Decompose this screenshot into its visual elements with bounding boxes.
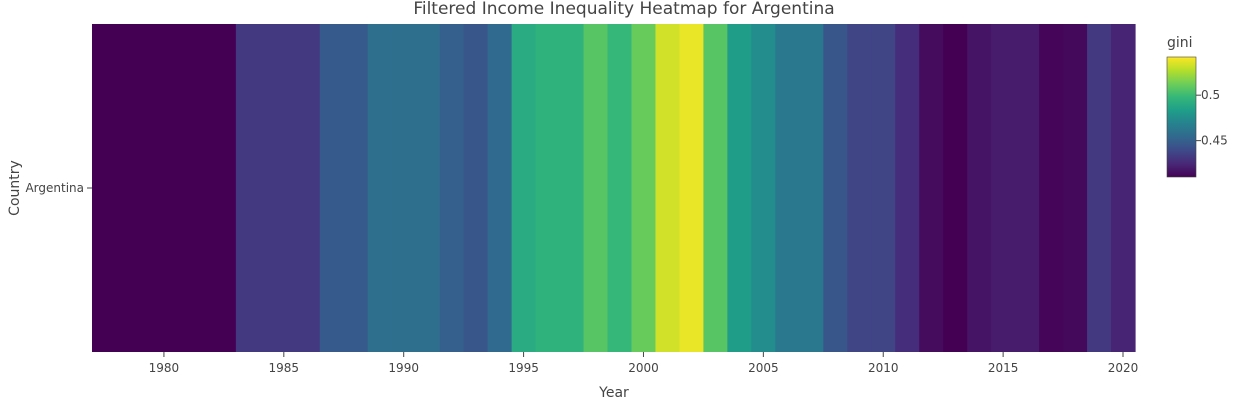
heatmap-cell-1996	[535, 24, 561, 352]
heatmap-cell-2004	[727, 24, 752, 352]
heatmap-cell-2012	[919, 24, 944, 352]
x-tick-label-2005: 2005	[748, 361, 779, 375]
heatmap-cell-2000	[631, 24, 657, 352]
heatmap-cells	[92, 24, 1136, 352]
heatmap-cell-2009	[847, 24, 872, 352]
heatmap-cell-2018	[1063, 24, 1088, 352]
heatmap-cell-1991	[415, 24, 441, 352]
heatmap-cell-1999	[607, 24, 633, 352]
heatmap-cell-2016	[1015, 24, 1040, 352]
x-tick-label-2015: 2015	[988, 361, 1019, 375]
colorbar-tick-label-1: 0.5	[1201, 88, 1220, 102]
heatmap-cell-1987	[319, 24, 345, 352]
heatmap-cell-1998	[583, 24, 609, 352]
chart-title: Filtered Income Inequality Heatmap for A…	[413, 0, 834, 19]
heatmap-cell-2007	[799, 24, 824, 352]
x-tick-label-2000: 2000	[628, 361, 659, 375]
x-tick-label-1995: 1995	[508, 361, 539, 375]
y-axis-title: Country	[7, 160, 23, 216]
y-tick-label: Argentina	[25, 181, 84, 195]
heatmap-cell-2014	[967, 24, 992, 352]
x-axis-title: Year	[598, 385, 629, 400]
colorbar: gini 0.45 0.5	[1166, 35, 1228, 178]
heatmap-cell-2006	[775, 24, 800, 352]
heatmap-cell-2017	[1039, 24, 1064, 352]
heatmap-cell-1988	[343, 24, 369, 352]
heatmap-cell-1994	[487, 24, 513, 352]
heatmap-cell-2015	[991, 24, 1016, 352]
heatmap-cell-1990	[391, 24, 417, 352]
heatmap-cell-2003	[703, 24, 728, 352]
x-tick-label-2010: 2010	[868, 361, 899, 375]
colorbar-title: gini	[1167, 35, 1193, 51]
x-tick-label-1980: 1980	[149, 361, 180, 375]
heatmap-cell-1997	[559, 24, 585, 352]
heatmap-cell-2019	[1087, 24, 1112, 352]
y-axis: Argentina	[25, 181, 92, 195]
heatmap-cell-2005	[751, 24, 776, 352]
heatmap-cell-2020	[1111, 24, 1136, 352]
heatmap-cell-1993	[463, 24, 489, 352]
x-tick-label-1990: 1990	[388, 361, 419, 375]
heatmap-cell-1992	[439, 24, 465, 352]
heatmap-cell-2008	[823, 24, 848, 352]
heatmap-cell-2001	[655, 24, 681, 352]
colorbar-gradient	[1166, 56, 1197, 178]
heatmap-cell-2011	[895, 24, 920, 352]
heatmap-cell-2013	[943, 24, 968, 352]
heatmap-cell-2010	[871, 24, 896, 352]
heatmap-cell-2002	[679, 24, 705, 352]
colorbar-tick-label-0: 0.45	[1201, 134, 1228, 148]
x-tick-label-2020: 2020	[1108, 361, 1139, 375]
heatmap-cell-1980	[92, 24, 237, 352]
heatmap-cell-1995	[511, 24, 537, 352]
heatmap-cell-1986	[235, 24, 321, 352]
x-axis: 1980 1985 1990 1995 2000 2005 2010 2015 2020	[149, 352, 1139, 375]
heatmap-cell-1989	[367, 24, 393, 352]
x-tick-label-1985: 1985	[269, 361, 300, 375]
